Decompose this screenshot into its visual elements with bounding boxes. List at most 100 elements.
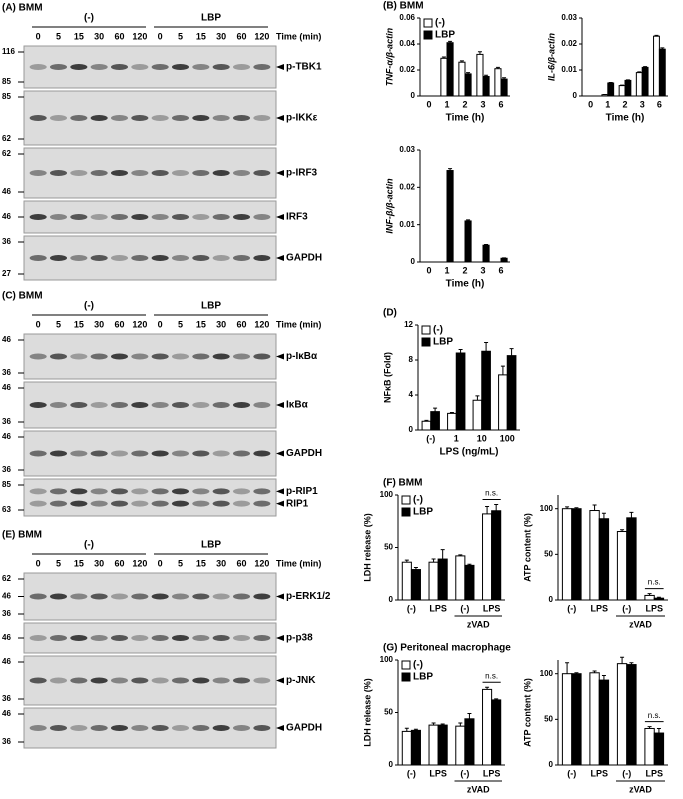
mw-marker: 62 [2,574,11,583]
y-axis-label: NFκB (Fold) [382,352,392,403]
error-bar [495,66,500,69]
y-tick-label: 8 [409,355,414,364]
blot-band [90,500,108,507]
time-label: 30 [216,319,226,329]
bar [446,42,454,97]
panel-title: (D) [383,308,397,319]
bar [607,82,615,97]
y-axis-label: ATP content (%) [522,513,532,582]
y-tick-label: 0.03 [399,145,415,154]
blot-band [110,450,129,457]
annotation: n.s. [485,671,498,680]
group-label: zVAD [629,619,652,629]
blot-band [49,353,68,360]
bar [401,561,412,601]
blot-band [192,214,210,220]
error-bar [467,563,472,566]
band-arrow [276,450,284,457]
bar [421,420,432,431]
blot-band [212,64,230,70]
blot-band [131,593,149,600]
blot-band [192,353,210,360]
time-label: 5 [56,558,61,568]
blot-band [49,255,68,261]
blot-band [29,450,47,457]
blot-band [151,500,169,507]
blot-band [131,402,149,408]
x-tick-label: LPS [429,603,447,613]
blot-band [29,115,47,121]
panel-title: (G) Peritoneal macrophage [383,643,511,654]
error-bar [625,79,630,81]
time-label: 120 [254,31,269,41]
group-label: LBP [201,540,221,551]
error-bar [574,507,579,509]
blot-band [49,170,68,176]
bar [616,663,628,766]
panel-title: (E) BMM [2,530,42,541]
error-bar [660,47,665,50]
blot-band [29,635,47,641]
time-label: 30 [216,31,226,41]
blot-band [151,635,169,641]
legend-swatch [401,672,411,682]
blot-band [29,255,47,261]
x-tick-label: LPS [483,603,501,613]
y-axis-label: TNF-α/β-actin [384,27,394,86]
bar [482,76,490,97]
band-label: p-JNK [286,675,316,686]
time-label: 0 [158,319,163,329]
blot-band [171,115,190,121]
error-bar [404,727,409,732]
time-label: 60 [114,319,124,329]
blot-band [212,593,230,600]
y-tick-label: 50 [544,549,553,558]
blot-band [29,353,47,360]
time-axis-label: Time (min) [276,558,321,568]
bar [653,732,665,766]
x-tick-label: (-) [567,603,576,613]
blot-band [192,402,210,408]
x-tick-label: LPS [590,603,608,613]
blot-band [49,488,68,495]
error-bar [656,727,661,734]
band-label: IκBα [286,400,309,411]
annotation: n.s. [648,578,661,587]
x-tick-label: 3 [480,265,485,275]
x-tick-label: 0 [588,99,593,109]
y-tick-label: 0 [549,595,554,604]
bar [653,35,660,97]
error-bar [601,675,606,681]
blot-band [90,64,108,70]
error-bar [458,554,463,556]
bar [437,558,448,601]
mw-marker: 46 [2,709,11,718]
band-label: p-IKKε [286,113,318,124]
bar [598,518,610,601]
bar [482,688,493,766]
blot-band [192,593,210,600]
blot-band [232,677,251,684]
blot-band [29,214,47,220]
annotation: n.s. [648,711,661,720]
blot-band [232,115,251,121]
blot-band [171,488,190,495]
x-tick-label: LPS [429,768,447,778]
band-label: p-RIP1 [286,486,318,497]
bar [641,66,649,97]
blot-band [171,450,190,457]
blot-band [110,677,129,684]
blot-band [192,725,210,731]
error-bar [404,559,409,563]
error-bar [459,60,464,63]
x-tick-label: 3 [480,99,485,109]
mw-marker: 36 [2,609,11,618]
blot-band [90,214,108,220]
band-arrow [276,677,284,684]
mw-marker: 46 [2,212,11,221]
error-bar [494,698,499,700]
bar [616,531,628,601]
time-label: 120 [132,31,147,41]
x-tick-label: (-) [426,433,435,443]
mw-marker: 62 [2,149,11,158]
